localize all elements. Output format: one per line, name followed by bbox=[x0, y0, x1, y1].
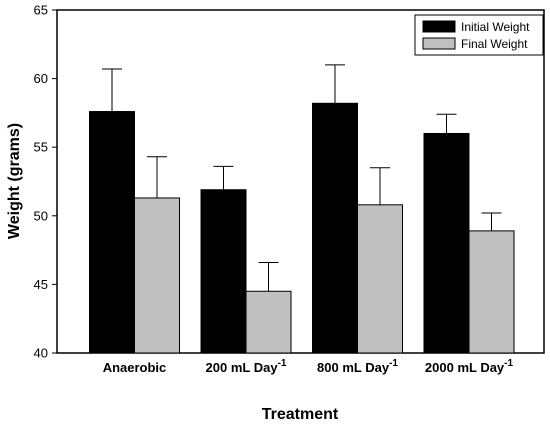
x-tick-label: 200 mL Day-1 bbox=[206, 358, 287, 375]
x-tick-label: 2000 mL Day-1 bbox=[425, 358, 514, 375]
plot-area bbox=[56, 9, 545, 354]
bar-final-1 bbox=[245, 290, 292, 354]
y-tick-label: 60 bbox=[34, 71, 48, 86]
y-axis: 40 45 50 55 60 65 bbox=[34, 3, 57, 361]
x-tick-label: 800 mL Day-1 bbox=[317, 358, 398, 375]
bar-final-3 bbox=[468, 230, 515, 354]
bar-initial-1 bbox=[200, 189, 247, 354]
x-axis: Anaerobic 200 mL Day-1 800 mL Day-1 2000 mL… bbox=[103, 358, 514, 375]
y-tick-label: 65 bbox=[34, 3, 48, 18]
bar-initial-2 bbox=[312, 102, 358, 354]
legend-swatch-1 bbox=[422, 37, 456, 50]
bar-final-0 bbox=[134, 197, 180, 354]
legend-label-1: Final Weight bbox=[461, 37, 528, 51]
x-tick-label: Anaerobic bbox=[103, 360, 167, 375]
y-tick-label: 55 bbox=[34, 140, 48, 155]
error-bars bbox=[102, 64, 502, 292]
legend: Initial Weight Final Weight bbox=[414, 14, 544, 56]
x-axis-title: Treatment bbox=[262, 406, 339, 423]
plot-frame bbox=[56, 9, 545, 354]
legend-swatch-0 bbox=[422, 20, 456, 33]
bar-final-2 bbox=[357, 204, 403, 354]
legend-label-0: Initial Weight bbox=[461, 20, 530, 34]
bar-initial-3 bbox=[423, 132, 470, 354]
bars bbox=[89, 102, 515, 354]
y-tick-label: 45 bbox=[34, 277, 48, 292]
bar-initial-0 bbox=[89, 111, 135, 354]
y-axis-title: Weight (grams) bbox=[6, 123, 23, 239]
y-tick-label: 40 bbox=[34, 346, 48, 361]
y-tick-label: 50 bbox=[34, 208, 48, 223]
